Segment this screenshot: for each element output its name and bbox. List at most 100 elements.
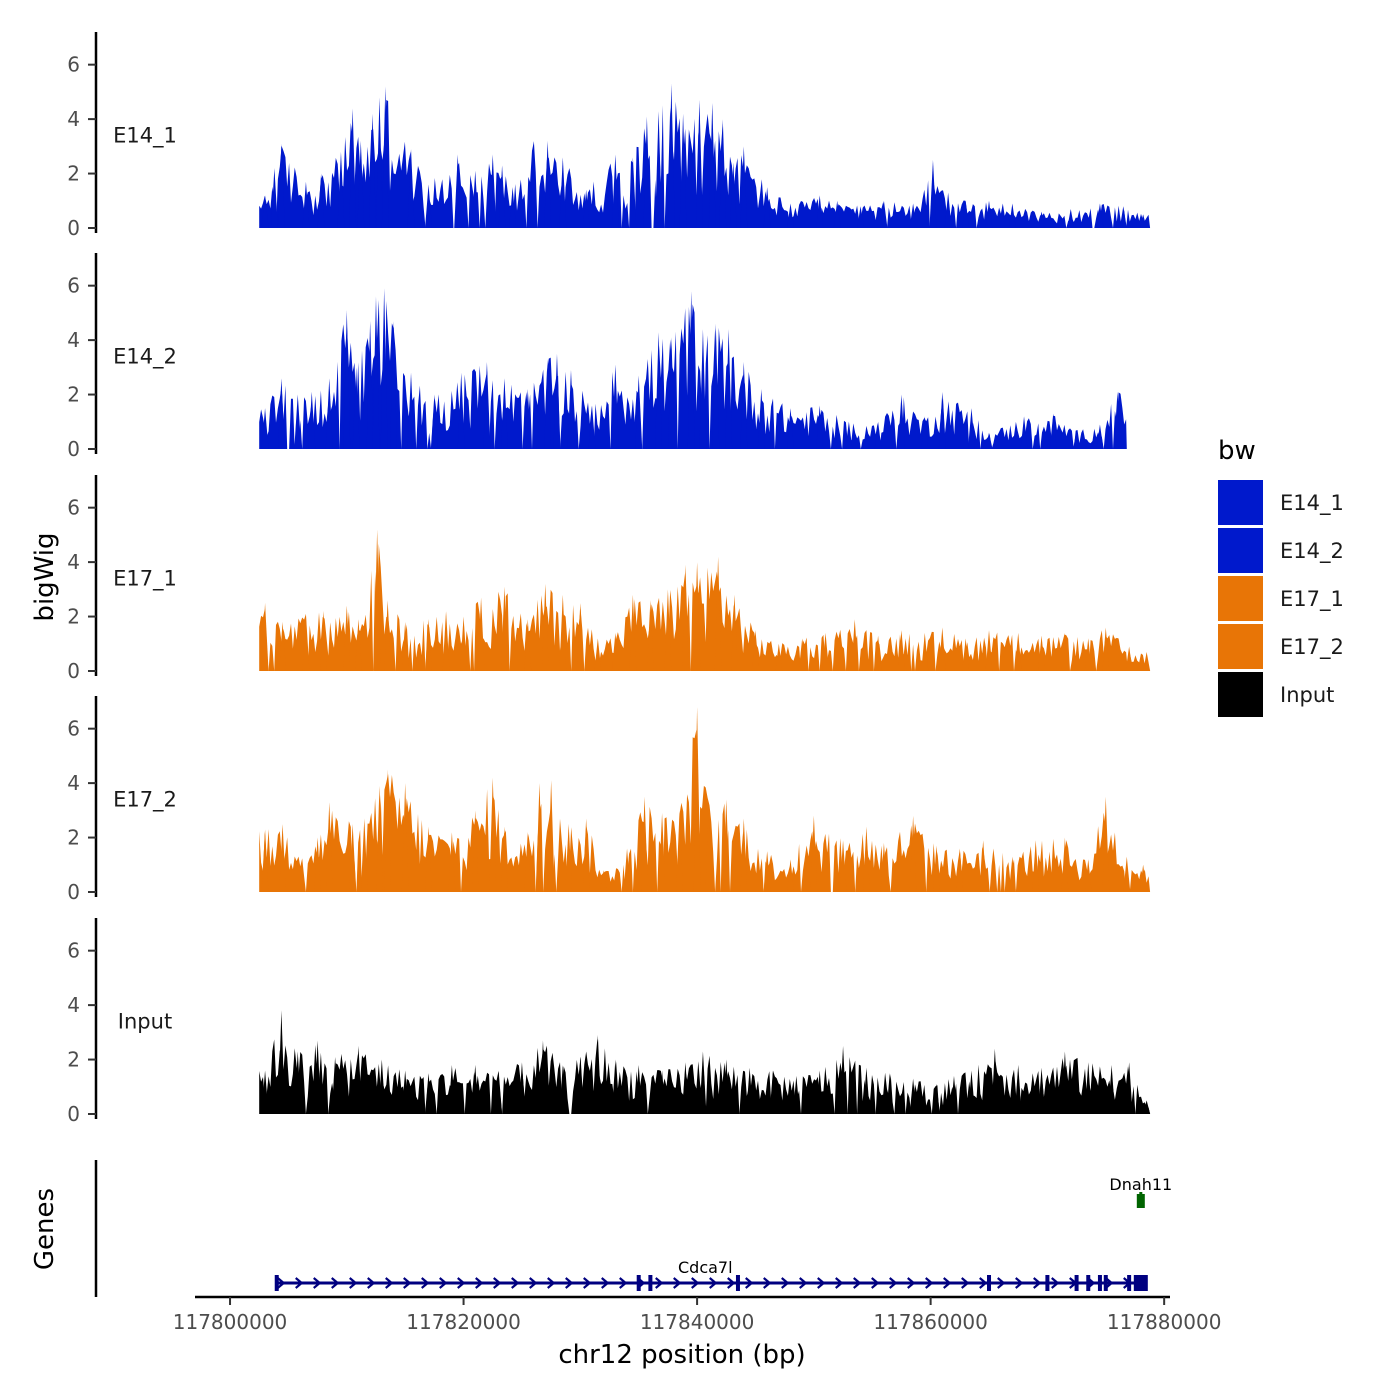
coverage-peak	[1073, 429, 1081, 449]
coverage-peak	[430, 394, 438, 449]
y-tick-label: 2	[67, 1048, 80, 1072]
coverage-peak	[357, 140, 365, 228]
coverage-peak	[261, 195, 269, 228]
legend: bw E14_1 E14_2 E17_1 E17_2 Input	[1218, 436, 1344, 717]
coverage-peak	[559, 594, 567, 671]
exon	[1086, 1275, 1091, 1291]
coverage-peak	[1038, 635, 1046, 671]
coverage-peak	[810, 815, 818, 892]
strand-arrow	[781, 1277, 790, 1289]
strand-arrow	[709, 1277, 718, 1289]
y-tick-label: 6	[67, 274, 80, 298]
strand-arrow	[817, 1277, 826, 1289]
legend-swatch	[1218, 528, 1263, 573]
coverage-peak	[565, 823, 573, 892]
track-label: E17_1	[113, 566, 177, 591]
coverage-peak	[643, 116, 651, 228]
y-tick-label: 2	[67, 383, 80, 407]
coverage-peak	[857, 206, 865, 228]
coverage-peak	[664, 589, 672, 671]
track-E14_1: 0 2 4 6 E14_1	[67, 32, 1151, 240]
strand-arrow	[943, 1277, 952, 1289]
coverage-peak	[611, 364, 619, 449]
coverage-peak	[938, 627, 946, 671]
strand-arrow	[799, 1277, 808, 1289]
coverage-peak	[929, 159, 937, 228]
coverage-peak	[500, 378, 508, 449]
exon	[1074, 1275, 1079, 1291]
y-axis-title: bigWig	[30, 532, 60, 621]
coverage-peak	[261, 829, 269, 892]
coverage-peak	[559, 1065, 567, 1114]
coverage-peak	[944, 192, 952, 228]
coverage-peak	[874, 635, 882, 671]
coverage-peak	[985, 200, 993, 228]
coverage-peak	[261, 408, 269, 449]
coverage-peak	[314, 837, 322, 892]
coverage-peak	[730, 594, 738, 671]
y-tick-label: 6	[67, 939, 80, 963]
legend-label: E14_2	[1280, 539, 1344, 564]
coverage-peak	[594, 638, 602, 671]
genes-axis-title: Genes	[30, 1188, 60, 1270]
coverage-peak	[1014, 1065, 1022, 1114]
coverage-peak	[524, 619, 532, 671]
coverage-peak	[1067, 208, 1075, 228]
coverage-peak	[763, 851, 771, 892]
strand-arrow	[367, 1277, 376, 1289]
track-E17_1: 0 2 4 6 E17_1	[67, 475, 1151, 683]
coverage-peak	[314, 1040, 322, 1114]
coverage-peak	[798, 638, 806, 671]
coverage-peak	[985, 432, 993, 449]
coverage-peak	[460, 616, 468, 671]
y-tick-label: 2	[67, 162, 80, 186]
coverage-peak	[425, 826, 433, 892]
coverage-peak	[539, 1040, 547, 1114]
coverage-peak	[655, 110, 663, 228]
coverage-peak	[489, 154, 497, 228]
coverage-peak	[646, 600, 654, 671]
strand-arrow	[889, 1277, 898, 1289]
coverage-peak	[384, 769, 392, 892]
strand-arrow	[511, 1277, 520, 1289]
coverage-peak	[851, 619, 859, 671]
coverage-peak	[401, 1070, 409, 1114]
coverage-peak	[448, 1065, 456, 1114]
coverage-peak	[600, 870, 608, 892]
coverage-peak	[897, 630, 905, 671]
coverage-peak	[567, 370, 575, 449]
y-tick-label: 4	[67, 328, 80, 352]
coverage-peak	[279, 622, 287, 671]
exon	[648, 1275, 653, 1291]
coverage-peak	[845, 421, 853, 449]
coverage-peak	[1139, 214, 1147, 228]
coverage-peak	[294, 1051, 302, 1114]
coverage-peak	[1038, 211, 1046, 228]
exon	[636, 1275, 641, 1291]
coverage-peak	[932, 845, 940, 892]
coverage-peak	[751, 630, 759, 671]
track-label: E14_1	[113, 123, 177, 148]
coverage-peak	[921, 416, 929, 449]
coverage-peak	[1020, 416, 1028, 449]
coverage-peak	[375, 97, 383, 228]
coverage-peak	[862, 826, 870, 892]
coverage-peak	[261, 1070, 269, 1114]
coverage-peak	[1038, 1067, 1046, 1114]
coverage-peak	[693, 562, 701, 671]
coverage-peak	[372, 296, 380, 449]
coverage-peak	[880, 200, 888, 228]
exon	[1127, 1275, 1132, 1291]
strand-arrow	[277, 1277, 286, 1289]
legend-swatch	[1218, 624, 1263, 669]
coverage-peak	[932, 1084, 940, 1114]
gene-label-Cdca7l: Cdca7l	[678, 1258, 733, 1277]
coverage-peak	[611, 1059, 619, 1114]
strand-arrow	[997, 1277, 1006, 1289]
strand-arrow	[529, 1277, 538, 1289]
coverage-peak	[1123, 856, 1131, 892]
legend-title: bw	[1218, 436, 1256, 466]
coverage-peak	[962, 638, 970, 671]
coverage-peak	[763, 187, 771, 228]
legend-swatch	[1218, 576, 1263, 621]
